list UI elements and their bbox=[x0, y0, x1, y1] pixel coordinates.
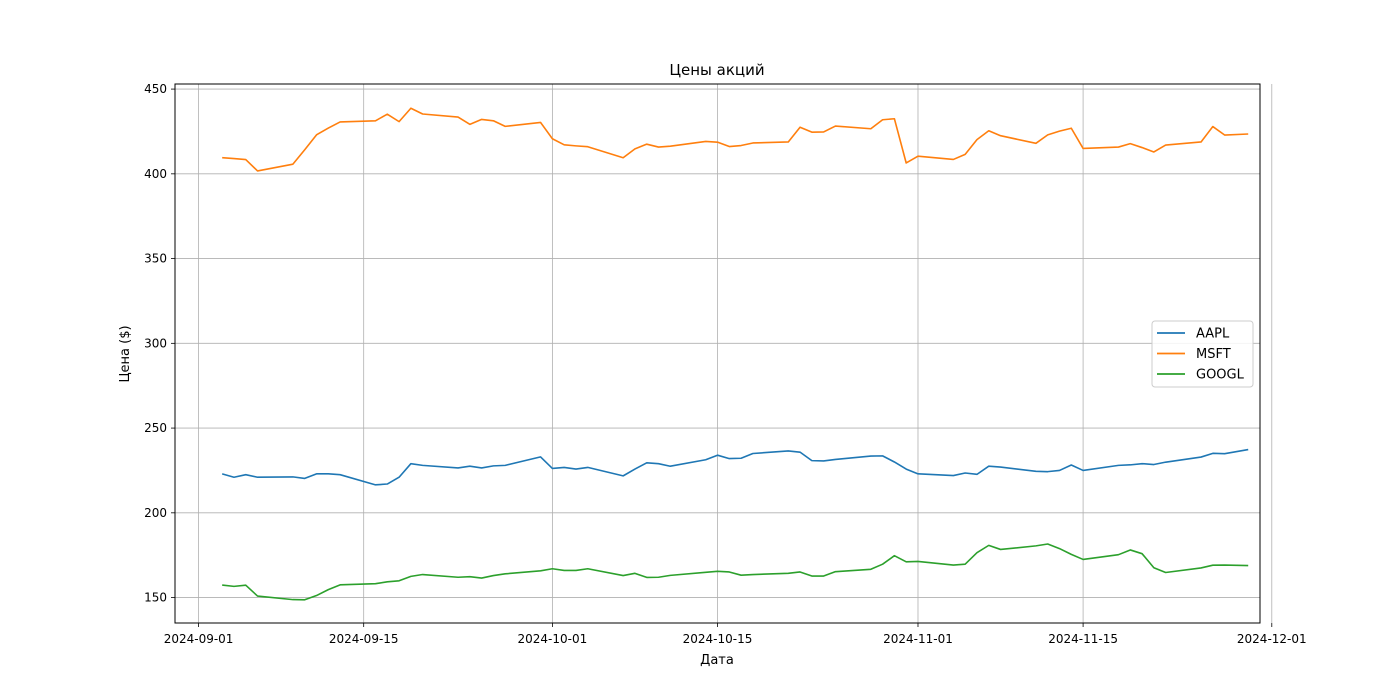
x-axis-title: Дата bbox=[700, 653, 734, 668]
series-line-msft bbox=[222, 107, 1249, 172]
x-tick-label: 2024-09-01 bbox=[164, 632, 234, 646]
grid-lines bbox=[175, 84, 1273, 623]
y-tick-label: 400 bbox=[144, 167, 167, 181]
x-tick-label: 2024-11-15 bbox=[1048, 632, 1118, 646]
y-tick-label: 250 bbox=[144, 421, 167, 435]
axis-ticks: 2024-09-01 2024-09-15 2024-10-01 2024-10-15… bbox=[144, 82, 1307, 646]
legend-label-googl: GOOGL bbox=[1196, 368, 1245, 383]
x-tick-label: 2024-12-01 bbox=[1237, 632, 1307, 646]
legend: AAPL MSFT GOOGL bbox=[1151, 320, 1254, 388]
legend-label-msft: MSFT bbox=[1196, 347, 1231, 362]
x-tick-label: 2024-09-15 bbox=[329, 632, 399, 646]
chart-title: Цены акций bbox=[669, 61, 764, 79]
y-tick-label: 150 bbox=[144, 591, 167, 605]
x-tick-label: 2024-11-01 bbox=[883, 632, 953, 646]
y-tick-label: 200 bbox=[144, 506, 167, 520]
plot-series bbox=[221, 107, 1249, 601]
x-tick-label: 2024-10-15 bbox=[683, 632, 753, 646]
legend-box bbox=[1151, 320, 1254, 388]
y-tick-label: 300 bbox=[144, 336, 167, 350]
x-tick-label: 2024-10-01 bbox=[518, 632, 588, 646]
legend-label-aapl: AAPL bbox=[1196, 327, 1230, 342]
series-line-googl bbox=[222, 543, 1249, 601]
y-tick-label: 350 bbox=[144, 252, 167, 266]
series-line-aapl bbox=[221, 448, 1249, 486]
y-tick-label: 450 bbox=[144, 82, 167, 96]
y-axis-title: Цена ($) bbox=[118, 325, 133, 382]
